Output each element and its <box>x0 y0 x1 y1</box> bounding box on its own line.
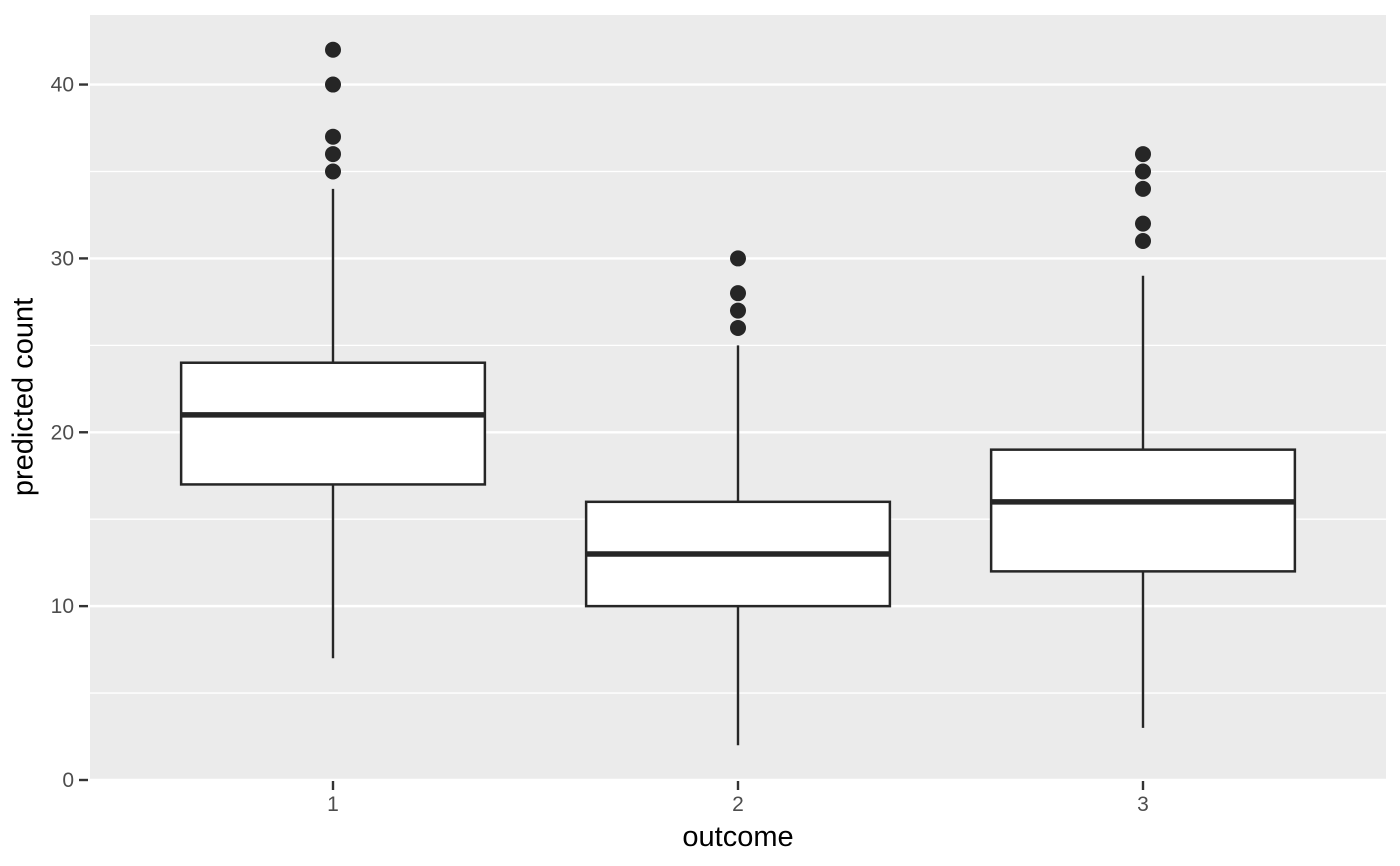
outlier-point-outcome-3 <box>1135 163 1151 180</box>
x-tick-label: 2 <box>732 793 744 816</box>
iqr-box-outcome-3 <box>989 448 1297 573</box>
outlier-point-outcome-2 <box>730 319 746 336</box>
x-axis-title: outcome <box>682 821 794 853</box>
x-tick-label: 1 <box>327 793 339 816</box>
outlier-point-outcome-2 <box>730 285 746 302</box>
outlier-point-outcome-3 <box>1135 146 1151 163</box>
y-axis-title: predicted count <box>7 297 40 497</box>
y-tick-label: 10 <box>51 595 74 618</box>
y-tick-label: 30 <box>51 247 74 270</box>
outlier-point-outcome-1 <box>325 128 341 145</box>
x-tick-label: 3 <box>1137 793 1149 816</box>
outlier-point-outcome-3 <box>1135 215 1151 232</box>
outlier-point-outcome-2 <box>730 250 746 267</box>
outlier-point-outcome-1 <box>325 163 341 180</box>
y-tick-label: 20 <box>51 421 74 444</box>
outlier-point-outcome-3 <box>1135 180 1151 197</box>
outlier-point-outcome-1 <box>325 146 341 163</box>
outlier-point-outcome-1 <box>325 41 341 58</box>
y-tick-label: 40 <box>51 74 74 97</box>
outlier-point-outcome-2 <box>730 302 746 319</box>
y-tick-label: 0 <box>62 769 74 792</box>
outlier-point-outcome-1 <box>325 76 341 93</box>
iqr-box-outcome-1 <box>179 361 487 486</box>
outlier-point-outcome-3 <box>1135 233 1151 250</box>
